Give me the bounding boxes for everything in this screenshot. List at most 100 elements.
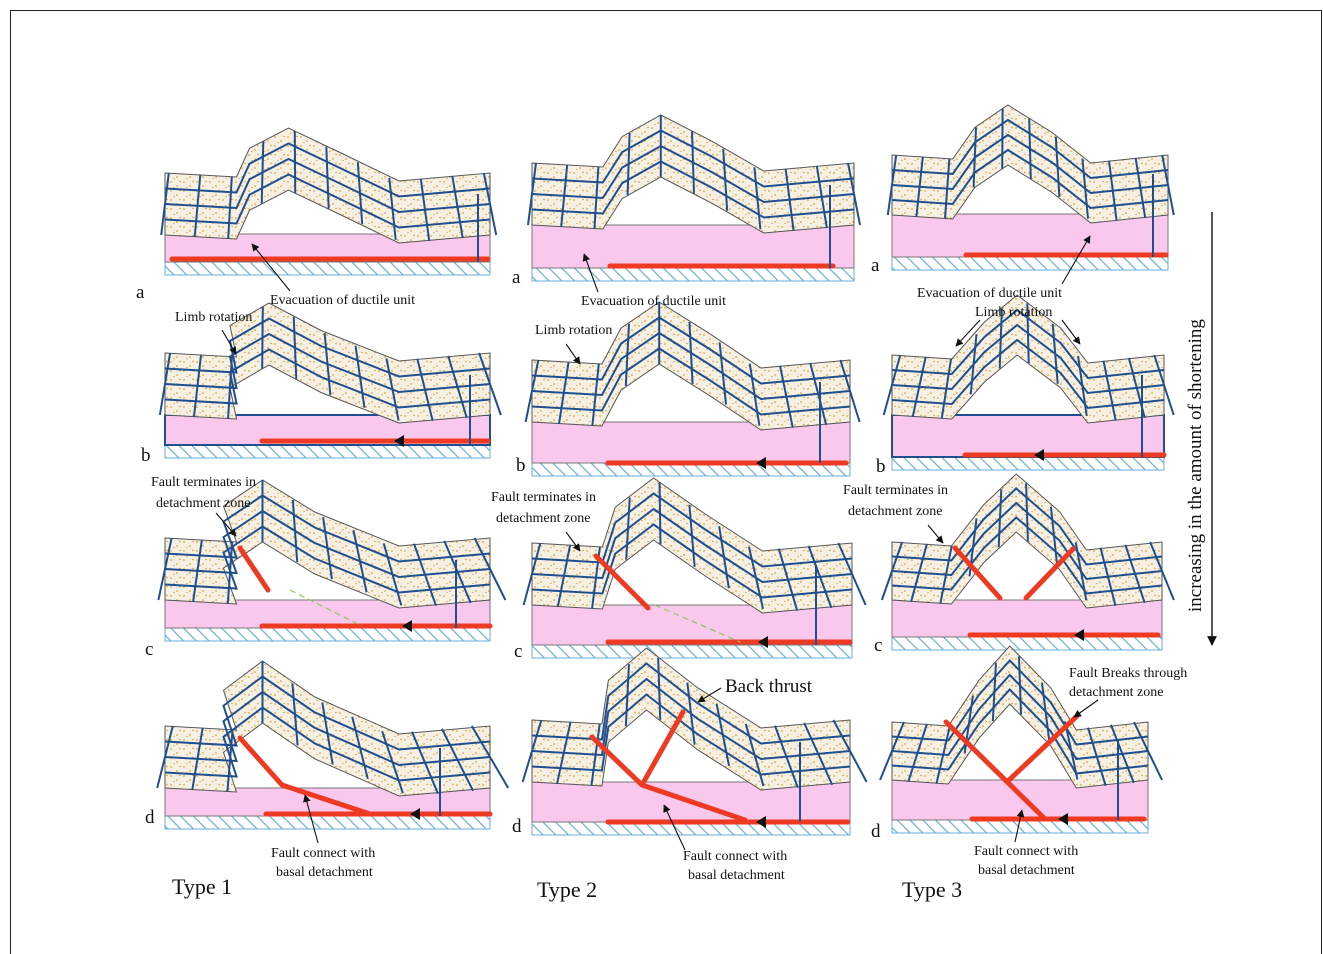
label-evacuation: Evacuation of ductile unit (270, 293, 415, 308)
grid-line (157, 537, 173, 601)
grid-line (351, 716, 369, 780)
slip-direction-arrow (394, 435, 404, 447)
grid-line (1077, 355, 1088, 417)
ductile-unit (891, 779, 1149, 821)
slip-direction-arrow (756, 457, 766, 469)
ductile-unit (531, 224, 855, 269)
basement-layer (164, 627, 491, 642)
fault-line (943, 719, 1047, 821)
grid-line (227, 176, 233, 239)
basement-layer (891, 456, 1165, 471)
label-fault-connect: basal detachment (978, 863, 1075, 878)
label-fault-connect: Fault connect with (974, 844, 1078, 859)
grid-line (593, 166, 600, 229)
grid-line (478, 352, 502, 416)
label-fault-terminates: Fault terminates in (491, 490, 596, 505)
grid-line (451, 175, 464, 239)
bedding-line (891, 308, 1165, 380)
grid-line (997, 489, 1003, 548)
basement-layer (891, 636, 1163, 651)
bedding-line (891, 673, 1149, 761)
grid-line (158, 352, 172, 416)
fault-line (593, 553, 651, 611)
grid-line (388, 177, 397, 240)
bedding-line (891, 501, 1163, 581)
stage-letter: a (136, 282, 145, 303)
label-fault-terminates: detachment zone (496, 511, 590, 526)
grid-line (1049, 506, 1059, 565)
label-fault-terminates: Fault terminates in (843, 483, 948, 498)
grid-line (226, 541, 234, 604)
slip-direction-arrow (1074, 629, 1084, 641)
grid-line (419, 178, 431, 241)
stage-letter: d (512, 816, 522, 837)
grid-line (482, 172, 498, 236)
type-3-caption: Type 3 (902, 877, 962, 902)
label-fault-connect: basal detachment (276, 865, 373, 880)
grid-line (657, 657, 662, 720)
grid-line (556, 544, 572, 608)
grid-line (691, 131, 695, 194)
basement-layer (164, 815, 491, 830)
basement-layer (164, 444, 491, 459)
grid-line (1133, 721, 1163, 781)
grid-line (1099, 547, 1117, 606)
grid-line (556, 721, 572, 785)
grid-line (1108, 160, 1118, 221)
grid-line (1054, 136, 1061, 197)
stage-letter: b (141, 445, 151, 466)
grid-line (385, 358, 400, 421)
label-fault-connect: basal detachment (688, 868, 785, 883)
bedding-line (164, 317, 491, 378)
slip-direction-arrow (410, 808, 420, 820)
label-limb-rotation: Limb rotation (175, 310, 252, 325)
grid-line (1074, 542, 1088, 601)
grid-line (1051, 323, 1059, 384)
fault-trace (654, 604, 741, 643)
label-fault-connect: Fault connect with (271, 846, 375, 861)
bedding-line (164, 142, 491, 198)
fault-line (237, 545, 271, 593)
bedding-line (531, 507, 853, 584)
bedding-line (531, 523, 853, 599)
grid-line (321, 702, 334, 765)
basement-layer (891, 819, 1149, 834)
grid-line (910, 543, 928, 603)
slip-direction-arrow (1034, 449, 1044, 461)
grid-line (1124, 544, 1146, 604)
grid-line (354, 345, 366, 408)
bedding-line (891, 133, 1169, 195)
grid-line (382, 543, 403, 606)
grid-line (939, 545, 953, 604)
ductile-unit (891, 414, 1165, 458)
basement-layer (531, 644, 853, 659)
grid-line (470, 725, 510, 789)
grid-line (718, 342, 727, 405)
grid-line (261, 306, 264, 369)
grid-line (226, 729, 234, 792)
figure-frame (10, 10, 1322, 954)
grid-line (1134, 157, 1147, 219)
grid-line (715, 703, 731, 766)
bedding-line (164, 173, 491, 229)
grid-line (753, 167, 762, 230)
grid-line (156, 725, 174, 789)
stage-letter: b (516, 455, 526, 476)
shortening-label: increasing in the amount of shortening (1185, 319, 1206, 612)
label-fault-terminates: detachment zone (156, 496, 250, 511)
stage-letter: d (145, 807, 155, 828)
grid-line (524, 359, 540, 423)
grid-line (935, 725, 951, 784)
bedding-line (891, 148, 1169, 210)
bedding-line (891, 659, 1149, 746)
grid-line (191, 727, 204, 790)
grid-line (590, 723, 601, 786)
bedding-line (164, 157, 491, 214)
bedding-line (164, 332, 491, 394)
grid-line (1025, 483, 1029, 542)
grid-line (880, 541, 904, 601)
label-evacuation: Evacuation of ductile unit (917, 286, 1062, 301)
grid-line (911, 356, 927, 418)
basement-layer (531, 267, 855, 282)
